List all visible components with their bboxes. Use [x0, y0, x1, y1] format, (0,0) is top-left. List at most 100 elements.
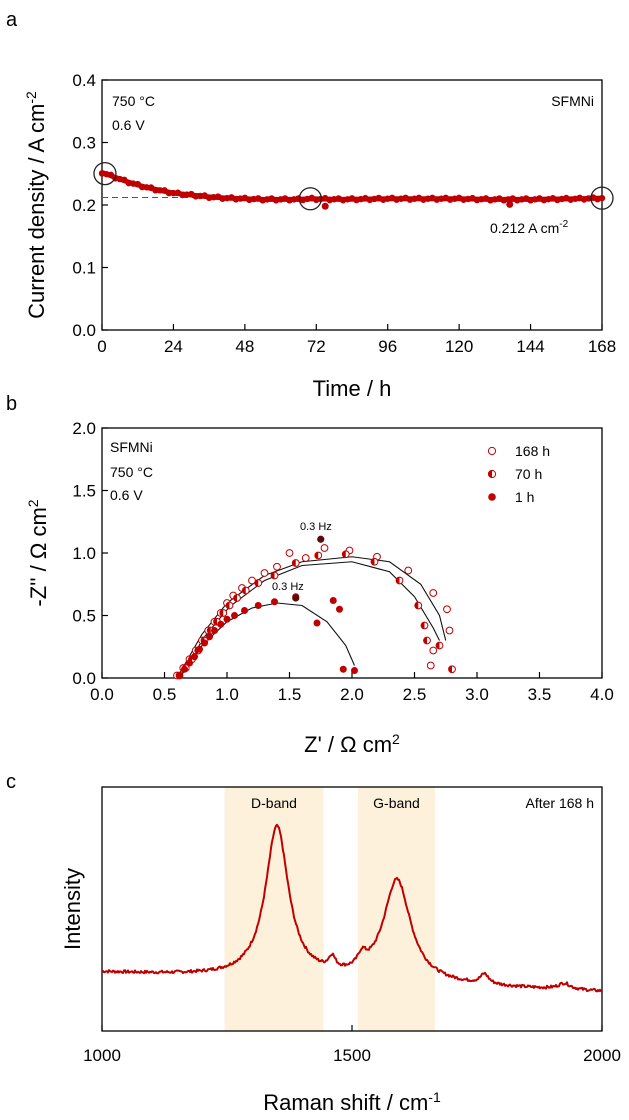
highlight-circle-1: [298, 187, 322, 211]
point-half-1-9: [233, 594, 237, 602]
x-axis-label-b-sup: 2: [392, 731, 400, 747]
point-half-1-22: [448, 665, 452, 673]
legend-marker-0: [487, 446, 497, 456]
plot-frame-c: [101, 786, 603, 1032]
legend-label-0: 168 h: [515, 443, 550, 459]
point-2-15: [313, 619, 321, 627]
outlier-point-a-0: [321, 202, 329, 210]
point-half-1-12: [271, 572, 275, 579]
panel-letter-b: b: [6, 393, 17, 415]
y-tick-label-b-1: 0.5: [72, 607, 96, 626]
x-tick-label-b-3: 1.5: [278, 685, 302, 704]
x-tick-label-c-2: 2000: [583, 1046, 621, 1065]
point-half-1-15: [342, 550, 346, 558]
band-label-1: G-band: [373, 795, 420, 811]
point-2-13: [271, 598, 278, 606]
frequency-label-1: 0.3 Hz: [300, 521, 332, 533]
point-2-19: [351, 667, 358, 674]
point-0-12: [260, 569, 269, 577]
point-2-1: [181, 665, 188, 673]
y-tick-label-a-2: 0.2: [72, 196, 96, 215]
point-half-1-6: [213, 618, 217, 626]
y-tick-label-b-4: 2.0: [72, 419, 96, 438]
point-2-18: [339, 665, 347, 673]
point-half-1-20: [423, 637, 427, 644]
annotation-sample-a: SFMNi: [551, 93, 594, 109]
x-axis-label-b-text: Z' / Ω cm: [304, 732, 392, 757]
point-half-1-19: [421, 622, 425, 629]
y-axis-label-a: Current density / A cm-2: [23, 91, 49, 319]
point-0-24: [426, 661, 435, 670]
y-tick-label-b-0: 0.0: [72, 669, 96, 688]
y-axis-label-b: -Z'' / Ω cm2: [25, 499, 51, 606]
point-half-1-8: [226, 602, 230, 609]
point-2-3: [191, 653, 198, 661]
panel-letter-a: a: [6, 9, 18, 31]
data-point-a-12: [152, 187, 159, 194]
panel-a: 0 24 48 72 96 120 144 168 0.0 0.1 0.2 0.3 0.4 750 °C…: [23, 71, 616, 401]
point-half-1-11: [254, 579, 259, 587]
x-tick-label-b-6: 3.0: [465, 685, 489, 704]
y-tick-label-b-2: 1.0: [72, 544, 96, 563]
point-0-16: [320, 544, 329, 552]
point-half-1-14: [314, 552, 319, 559]
panel-b: 0.0 0.5 1.0 1.5 2.0 2.5 3.0 3.5 4.0 0.0 0.5 1.0 1.5 2…: [25, 419, 614, 757]
y-tick-label-a-0: 0.0: [72, 321, 96, 340]
x-tick-label-a-5: 120: [445, 337, 473, 356]
x-tick-label-a-3: 72: [307, 337, 326, 356]
y-axis-label-a-sup: -2: [23, 91, 39, 104]
data-point-a-8: [134, 180, 141, 188]
x-tick-label-b-7: 3.5: [528, 685, 552, 704]
reference-label-text: 0.212 A cm: [490, 220, 559, 236]
band-0: [224, 787, 324, 1031]
point-half-1-7: [219, 609, 224, 617]
band-label-0: D-band: [251, 795, 297, 811]
x-tick-label-c-1: 1500: [333, 1046, 371, 1065]
point-0-14: [285, 549, 294, 557]
y-tick-label-a-3: 0.3: [72, 134, 96, 153]
legend-label-1: 70 h: [515, 466, 542, 482]
point-0-15: [301, 554, 310, 562]
point-2-5: [201, 639, 208, 647]
point-2-2: [186, 659, 193, 667]
x-tick-label-a-4: 96: [378, 337, 397, 356]
x-tick-label-b-2: 1.0: [215, 685, 239, 704]
y-axis-label-a-text: Current density / A cm: [24, 104, 49, 319]
x-axis-label-a: Time / h: [313, 376, 392, 401]
data-point-a-5: [121, 176, 128, 183]
data-point-a-10: [143, 184, 150, 191]
annotation-c: After 168 h: [526, 795, 595, 811]
point-2-10: [231, 612, 238, 619]
x-axis-label-c: Raman shift / cm-1: [263, 1089, 441, 1115]
x-tick-label-b-4: 2.0: [340, 685, 364, 704]
x-axis-label-b: Z' / Ω cm2: [304, 731, 400, 757]
highlight-circle-0: [93, 161, 117, 186]
point-half-1-5: [207, 627, 211, 634]
legend-marker-2: [488, 493, 496, 501]
y-axis-label-b-text: -Z'' / Ω cm: [26, 507, 51, 606]
y-tick-label-a-1: 0.1: [72, 259, 96, 278]
reference-label-sup: -2: [559, 219, 568, 230]
data-point-a-13: [156, 187, 164, 194]
data-point-a-112: [598, 194, 606, 202]
raman-spectrum-line: [101, 823, 603, 993]
y-axis-label-b-sup: 2: [25, 499, 41, 507]
point-half-1-18: [414, 602, 419, 609]
frequency-point-0: [317, 535, 325, 543]
panel-letter-c: c: [6, 771, 16, 793]
point-2-6: [206, 633, 213, 641]
x-tick-label-b-0: 0.0: [90, 685, 114, 704]
band-1: [358, 787, 435, 1031]
point-0-22: [445, 626, 454, 635]
x-tick-label-b-5: 2.5: [403, 685, 427, 704]
data-point-a-2: [107, 171, 115, 179]
x-tick-label-a-2: 48: [235, 337, 254, 356]
annotation-temp-b: 750 °C: [110, 464, 153, 480]
point-0-21: [443, 605, 451, 614]
point-2-4: [196, 645, 203, 653]
annotation-volt-a: 0.6 V: [112, 117, 145, 133]
point-2-9: [223, 615, 231, 623]
point-0-20: [429, 589, 438, 597]
x-axis-label-c-text: Raman shift / cm: [263, 1090, 428, 1115]
